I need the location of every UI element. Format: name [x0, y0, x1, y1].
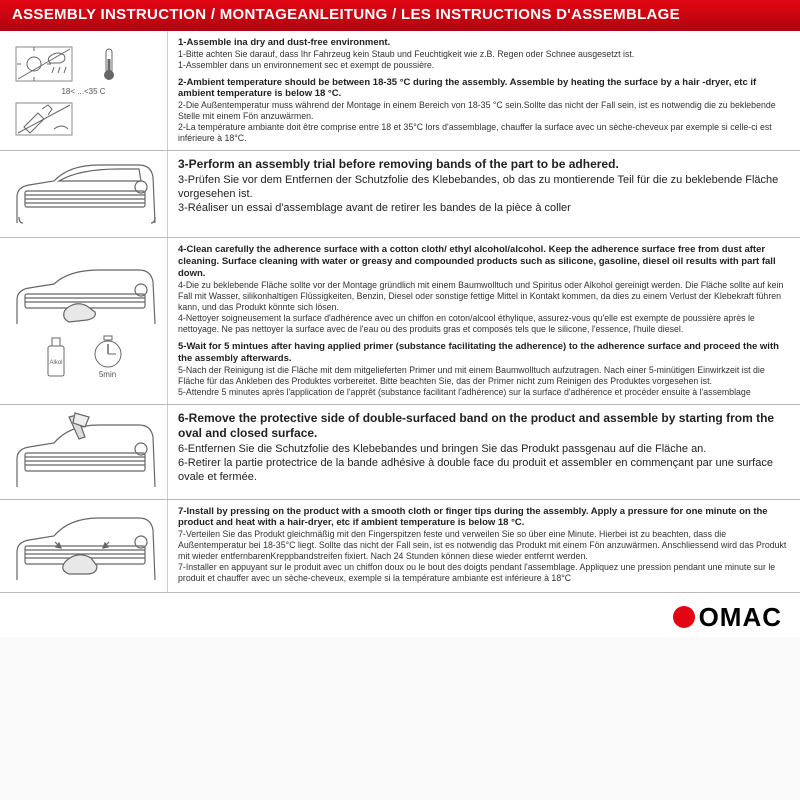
- step-1: 1-Assemble ina dry and dust-free environ…: [178, 37, 790, 71]
- logo-dot-icon: [673, 606, 695, 628]
- car-peel-icon: [9, 411, 159, 493]
- step-7-de: 7-Verteilen Sie das Produkt gleichmäßig …: [178, 529, 790, 562]
- footer: OMAC: [0, 593, 800, 638]
- step-1-fr: 1-Assembler dans un environnement sec et…: [178, 60, 790, 71]
- step-7: 7-Install by pressing on the product wit…: [178, 506, 790, 585]
- row-2: 3-Perform an assembly trial before remov…: [0, 151, 800, 238]
- step-4-fr: 4-Nettoyer soigneusement la surface d'ad…: [178, 313, 790, 335]
- car-clean-icon: [9, 262, 159, 330]
- step-6-title: 6-Remove the protective side of double-s…: [178, 411, 790, 442]
- timer-label: 5min: [90, 370, 126, 380]
- brush-no-icon: [14, 101, 154, 137]
- header-title: ASSEMBLY INSTRUCTION / MONTAGEANLEITUNG …: [0, 0, 800, 31]
- icon-car-trial: [0, 151, 168, 237]
- step-3-title: 3-Perform an assembly trial before remov…: [178, 157, 790, 173]
- step-2-fr: 2-La température ambiante doit être comp…: [178, 122, 790, 144]
- temp-range-label: 18< ...<35 C: [61, 87, 105, 97]
- row-3: Alkol 5min 4-Clean carefully the adheren…: [0, 238, 800, 404]
- logo-text: OMAC: [699, 601, 782, 634]
- step-1-title: 1-Assemble ina dry and dust-free environ…: [178, 37, 790, 49]
- step-5-fr: 5-Attendre 5 minutes après l'application…: [178, 387, 790, 398]
- step-4-title: 4-Clean carefully the adherence surface …: [178, 244, 790, 280]
- step-4: 4-Clean carefully the adherence surface …: [178, 244, 790, 335]
- icon-press: [0, 500, 168, 592]
- sun-rain-icon: [14, 45, 154, 83]
- step-2: 2-Ambient temperature should be between …: [178, 77, 790, 145]
- step-3: 3-Perform an assembly trial before remov…: [178, 157, 790, 215]
- car-front-icon: [9, 157, 159, 231]
- step-7-title: 7-Install by pressing on the product wit…: [178, 506, 790, 530]
- step-3-de: 3-Prüfen Sie vor dem Entfernen der Schut…: [178, 173, 790, 202]
- step-3-fr: 3-Réaliser un essai d'assemblage avant d…: [178, 201, 790, 215]
- bottle-label: Alkol: [49, 360, 62, 366]
- step-2-title: 2-Ambient temperature should be between …: [178, 77, 790, 101]
- bottle-icon: Alkol: [42, 336, 70, 380]
- timer-icon: [90, 334, 126, 370]
- step-2-de: 2-Die Außentemperatur muss während der M…: [178, 100, 790, 122]
- step-6: 6-Remove the protective side of double-s…: [178, 411, 790, 485]
- icon-remove-band: [0, 405, 168, 499]
- step-1-de: 1-Bitte achten Sie darauf, dass Ihr Fahr…: [178, 49, 790, 60]
- row-4: 6-Remove the protective side of double-s…: [0, 405, 800, 500]
- row-5: 7-Install by pressing on the product wit…: [0, 500, 800, 593]
- icon-clean-wait: Alkol 5min: [0, 238, 168, 403]
- row-1: 18< ...<35 C 1-Assemble ina dry and dust…: [0, 31, 800, 152]
- logo: OMAC: [673, 601, 782, 634]
- step-5: 5-Wait for 5 mintues after having applie…: [178, 341, 790, 398]
- step-5-de: 5-Nach der Reinigung ist die Fläche mit …: [178, 365, 790, 387]
- step-6-fr: 6-Retirer la partie protectrice de la ba…: [178, 456, 790, 485]
- step-5-title: 5-Wait for 5 mintues after having applie…: [178, 341, 790, 365]
- step-6-de: 6-Entfernen Sie die Schutzfolie des Kleb…: [178, 442, 790, 456]
- step-7-fr: 7-Installer en appuyant sur le produit a…: [178, 562, 790, 584]
- icon-env-temp: 18< ...<35 C: [0, 31, 168, 151]
- step-4-de: 4-Die zu beklebende Fläche sollte vor de…: [178, 280, 790, 313]
- car-press-icon: [9, 506, 159, 586]
